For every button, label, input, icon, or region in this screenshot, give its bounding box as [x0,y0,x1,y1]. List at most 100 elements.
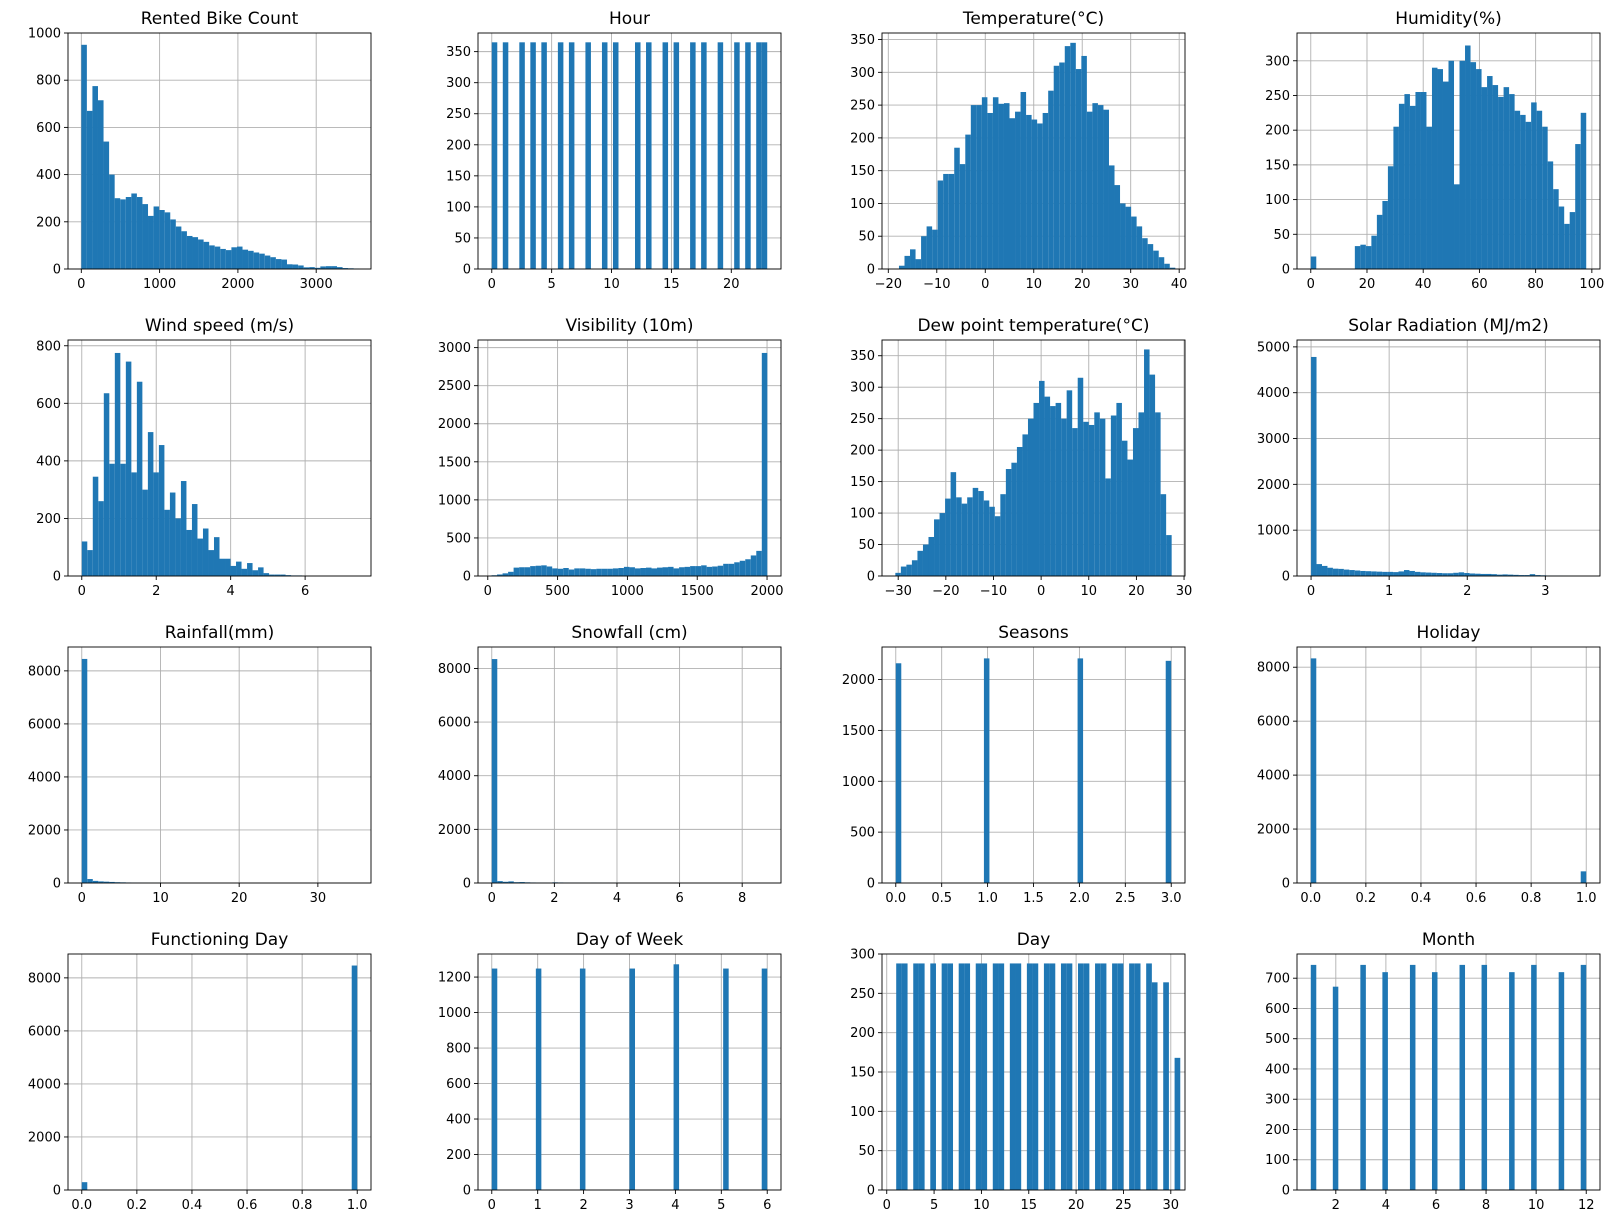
histogram-bar [1108,165,1115,269]
y-tick-label: 2000 [842,673,875,688]
histogram-bar [1536,110,1543,269]
histogram-bar [497,574,503,576]
histogram-bar [1409,570,1415,576]
y-tick-label: 350 [446,45,471,60]
histogram-bar [1564,223,1570,269]
y-tick-label: 200 [1265,1123,1290,1138]
x-tick-label: 15 [1020,1198,1037,1213]
histogram-bar [1097,105,1104,269]
histogram-bar [918,963,925,1190]
x-tick-label: 0.5 [931,891,952,906]
x-tick-label: 500 [545,584,570,599]
histogram-bar [1027,418,1034,576]
x-tick-label: 10 [1080,584,1097,599]
histogram-bar [169,492,176,576]
histogram-bar [1480,573,1486,576]
histogram-bar [701,42,707,269]
histogram-bar [125,197,132,269]
histogram-bar [1509,94,1515,269]
histogram-bar [109,174,115,269]
y-tick-label: 250 [850,99,875,114]
axes-frame [67,32,372,270]
y-tick-label: 0 [53,877,61,892]
histogram-bar [81,541,88,576]
histogram-bar [976,105,982,269]
x-tick-label: 30 [310,891,327,906]
subplot-title: Solar Radiation (MJ/m2) [1348,316,1549,336]
x-tick-label: 60 [1471,277,1488,292]
histogram-bar [739,560,746,576]
histogram-bar [690,42,696,269]
histogram-bar [491,968,498,1190]
histogram-bar [1155,412,1161,576]
subplot-title: Wind speed (m/s) [145,316,294,336]
x-tick-label: 0 [981,277,989,292]
histogram-bar [1349,570,1355,576]
y-tick-label: 200 [850,1026,875,1041]
histogram-bar [1481,964,1488,1190]
axes-frame [67,953,372,1191]
y-tick-label: 4000 [1257,769,1290,784]
histogram-bar [1016,446,1023,576]
histogram-bar [103,141,110,269]
histogram-bar [745,559,751,576]
x-tick-label: 4 [227,584,235,599]
histogram-bar [153,472,159,576]
histogram-bar [761,968,768,1190]
histogram-bar [236,561,242,576]
histogram-bar [1114,185,1121,269]
histogram-bar [1070,42,1076,270]
x-tick-label: 4 [613,891,621,906]
histogram-bar [148,215,154,269]
histogram-bar [1066,963,1073,1190]
axes-frame [1296,339,1601,577]
histogram-bar [1064,46,1071,269]
y-tick-label: 2000 [28,823,61,838]
subplot-16: Month 2 4 6 8 10 12 0 100 200 300 400 500 600 700 [1265,930,1601,1213]
histogram-bar [1136,226,1143,269]
y-tick-label: 100 [446,200,471,215]
histogram-bar [961,503,968,576]
subplot-title: Visibility (10m) [565,316,693,336]
y-tick-label: 500 [446,531,471,546]
histogram-bar [557,42,564,269]
y-tick-label: 8000 [438,662,471,677]
histogram-bar [1043,963,1050,1190]
y-tick-label: 150 [1265,158,1290,173]
x-tick-label: 2.0 [1069,891,1090,906]
histogram-bar [524,567,531,576]
subplot-13: Functioning Day 0.0 0.2 0.4 0.6 0.8 1.0 0 2000 40… [28,930,372,1213]
histogram-bar [86,110,93,269]
y-tick-label: 5000 [1257,340,1290,355]
histogram-bar [342,268,349,269]
histogram-bar [596,568,602,576]
histogram-bar [1502,574,1508,576]
x-tick-label: 0 [1037,584,1045,599]
histogram-bar [1354,570,1361,576]
x-tick-label: 1 [534,1198,542,1213]
histogram-bar [97,100,104,269]
histogram-bar [1031,119,1038,270]
histogram-bar [292,264,299,269]
histogram-bar [1492,85,1499,269]
histogram-bar [491,659,498,883]
histogram-bar [728,563,735,576]
histogram-bar [1503,87,1510,269]
histogram-bar [1575,144,1581,269]
histogram-bar [1459,60,1466,269]
y-tick-label: 50 [1273,228,1290,243]
histogram-bar [1491,574,1497,576]
x-tick-label: 0 [1307,277,1315,292]
histogram-bar [170,219,176,269]
histogram-bar [712,566,718,576]
histogram-bar [994,516,1001,576]
histogram-bar [252,570,259,576]
x-tick-label: 0 [883,1198,891,1213]
histogram-bar [1458,572,1465,576]
histogram-bar [242,249,249,269]
histogram-bar [590,569,597,576]
histogram-bar [230,565,237,576]
x-tick-label: 0.8 [1521,891,1542,906]
histogram-bar [274,574,281,576]
